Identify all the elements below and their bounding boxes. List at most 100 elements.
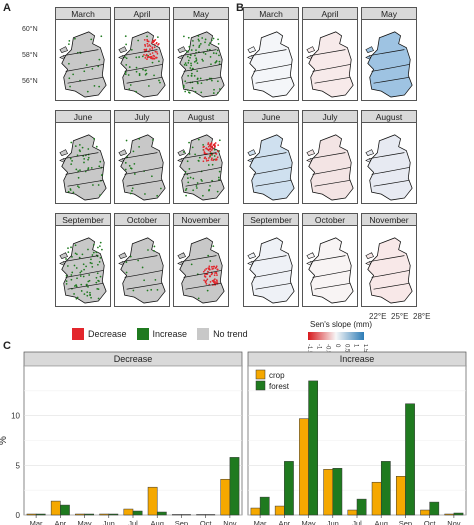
b-map-title-march: March — [243, 7, 299, 20]
b-map-panel-september: September — [243, 213, 299, 307]
x-tick-label: Jun — [327, 519, 339, 525]
bar-increase-crop-aug — [371, 481, 382, 516]
longitude-label-25: 25°E — [391, 312, 409, 321]
x-tick-label: Nov — [447, 519, 461, 525]
panel-letter-b: B — [236, 2, 244, 14]
a-map-panel-april: April — [114, 7, 170, 101]
a-map-panel-november: November — [173, 213, 229, 307]
panel-letter-a: A — [3, 2, 11, 14]
b-map-may — [361, 20, 417, 101]
legend-crop-swatch — [255, 369, 266, 380]
x-tick-label: Aug — [151, 519, 164, 525]
a-map-title-april: April — [114, 7, 170, 20]
bar-increase-forest-apr — [284, 461, 294, 516]
b-map-july — [302, 123, 358, 204]
legend-decrease-swatch — [72, 328, 84, 340]
a-map-november — [173, 226, 229, 307]
b-map-title-october: October — [302, 213, 358, 226]
y-tick-label: 5 — [16, 461, 21, 470]
bar-decrease-crop-nov — [220, 478, 231, 516]
b-map-april — [302, 20, 358, 101]
b-map-title-november: November — [361, 213, 417, 226]
bar-decrease-crop-may — [75, 513, 85, 516]
legend-forest-label: forest — [269, 382, 290, 391]
x-tick-label: Mar — [254, 519, 267, 525]
bar-decrease-crop-aug — [147, 486, 158, 516]
a-map-title-november: November — [173, 213, 229, 226]
x-tick-label: May — [77, 519, 91, 525]
bar-increase-crop-oct — [420, 509, 430, 516]
bar-decrease-forest-nov — [229, 457, 240, 516]
longitude-label-22: 22°E — [369, 312, 387, 321]
legend-b-tick-label: 0 — [334, 344, 340, 348]
legend-b-tick-label: 1.5 — [362, 344, 368, 353]
legend-b-tick-label: -1.5 — [306, 344, 312, 355]
bar-increase-forest-may — [308, 380, 319, 516]
x-tick-label: May — [301, 519, 315, 525]
b-map-september — [243, 226, 299, 307]
legend-increase-label: Increase — [152, 329, 188, 339]
legend-decrease-label: Decrease — [88, 329, 127, 339]
x-tick-label: Mar — [30, 519, 43, 525]
a-map-july — [114, 123, 170, 204]
bar-decrease-crop-mar — [26, 513, 37, 516]
facet-title-decrease: Decrease — [114, 354, 153, 364]
b-map-panel-july: July — [302, 110, 358, 204]
a-map-title-june: June — [55, 110, 111, 123]
x-tick-label: Jun — [103, 519, 115, 525]
b-map-panel-june: June — [243, 110, 299, 204]
a-map-title-may: May — [173, 7, 229, 20]
legend-b-tick-label: 0.5 — [343, 344, 349, 353]
a-map-panel-october: October — [114, 213, 170, 307]
legend-crop-label: crop — [269, 371, 285, 380]
a-map-panel-august: August — [173, 110, 229, 204]
legend-b-title: Sen's slope (mm) — [310, 320, 372, 329]
bar-decrease-forest-aug — [156, 511, 167, 516]
a-map-title-august: August — [173, 110, 229, 123]
x-tick-label: Jul — [128, 519, 138, 525]
a-map-panel-june: June — [55, 110, 111, 204]
b-map-title-september: September — [243, 213, 299, 226]
legend-no-trend-swatch — [197, 328, 210, 340]
x-tick-label: Jul — [352, 519, 362, 525]
legend-no-trend-label: No trend — [213, 329, 248, 339]
b-map-title-july: July — [302, 110, 358, 123]
bar-increase-forest-jun — [332, 468, 343, 516]
x-tick-label: Sep — [175, 519, 188, 525]
a-map-title-march: March — [55, 7, 111, 20]
a-map-panel-september: September — [55, 213, 111, 307]
b-map-panel-april: April — [302, 7, 358, 101]
x-tick-label: Apr — [54, 519, 66, 525]
legend-b-colorbar: -1.5 -1 -0.5 0 0.5 1 1.5 — [306, 332, 368, 355]
bar-decrease-forest-jul — [132, 510, 143, 516]
x-tick-label: Nov — [223, 519, 237, 525]
bar-decrease-crop-jun — [99, 513, 110, 516]
a-map-april — [114, 20, 170, 101]
a-map-october — [114, 226, 170, 307]
y-tick-label: 0 — [16, 511, 21, 520]
a-map-panel-march: March — [55, 7, 111, 101]
b-map-panel-august: August — [361, 110, 417, 204]
bar-increase-forest-nov — [453, 512, 464, 516]
latitude-label-60: 60°N — [22, 26, 38, 33]
legend-forest-swatch — [255, 380, 266, 391]
legend-b-tick-label: 1 — [353, 344, 359, 348]
a-map-title-october: October — [114, 213, 170, 226]
x-tick-label: Sep — [399, 519, 412, 525]
y-axis-label: % — [0, 436, 9, 445]
a-map-title-july: July — [114, 110, 170, 123]
b-map-march — [243, 20, 299, 101]
a-map-panel-july: July — [114, 110, 170, 204]
bar-decrease-crop-jul — [123, 508, 134, 516]
x-tick-label: Oct — [200, 519, 213, 525]
x-tick-label: Oct — [424, 519, 437, 525]
legend-b-gradient — [308, 332, 364, 340]
longitude-label-28: 28°E — [413, 312, 431, 321]
b-map-title-june: June — [243, 110, 299, 123]
a-map-september — [55, 226, 111, 307]
b-map-title-may: May — [361, 7, 417, 20]
y-tick-label: 10 — [11, 412, 20, 421]
bar-increase-crop-may — [299, 418, 309, 516]
legend-a: Decrease Increase No trend — [72, 328, 248, 340]
a-map-panel-may: May — [173, 7, 229, 101]
